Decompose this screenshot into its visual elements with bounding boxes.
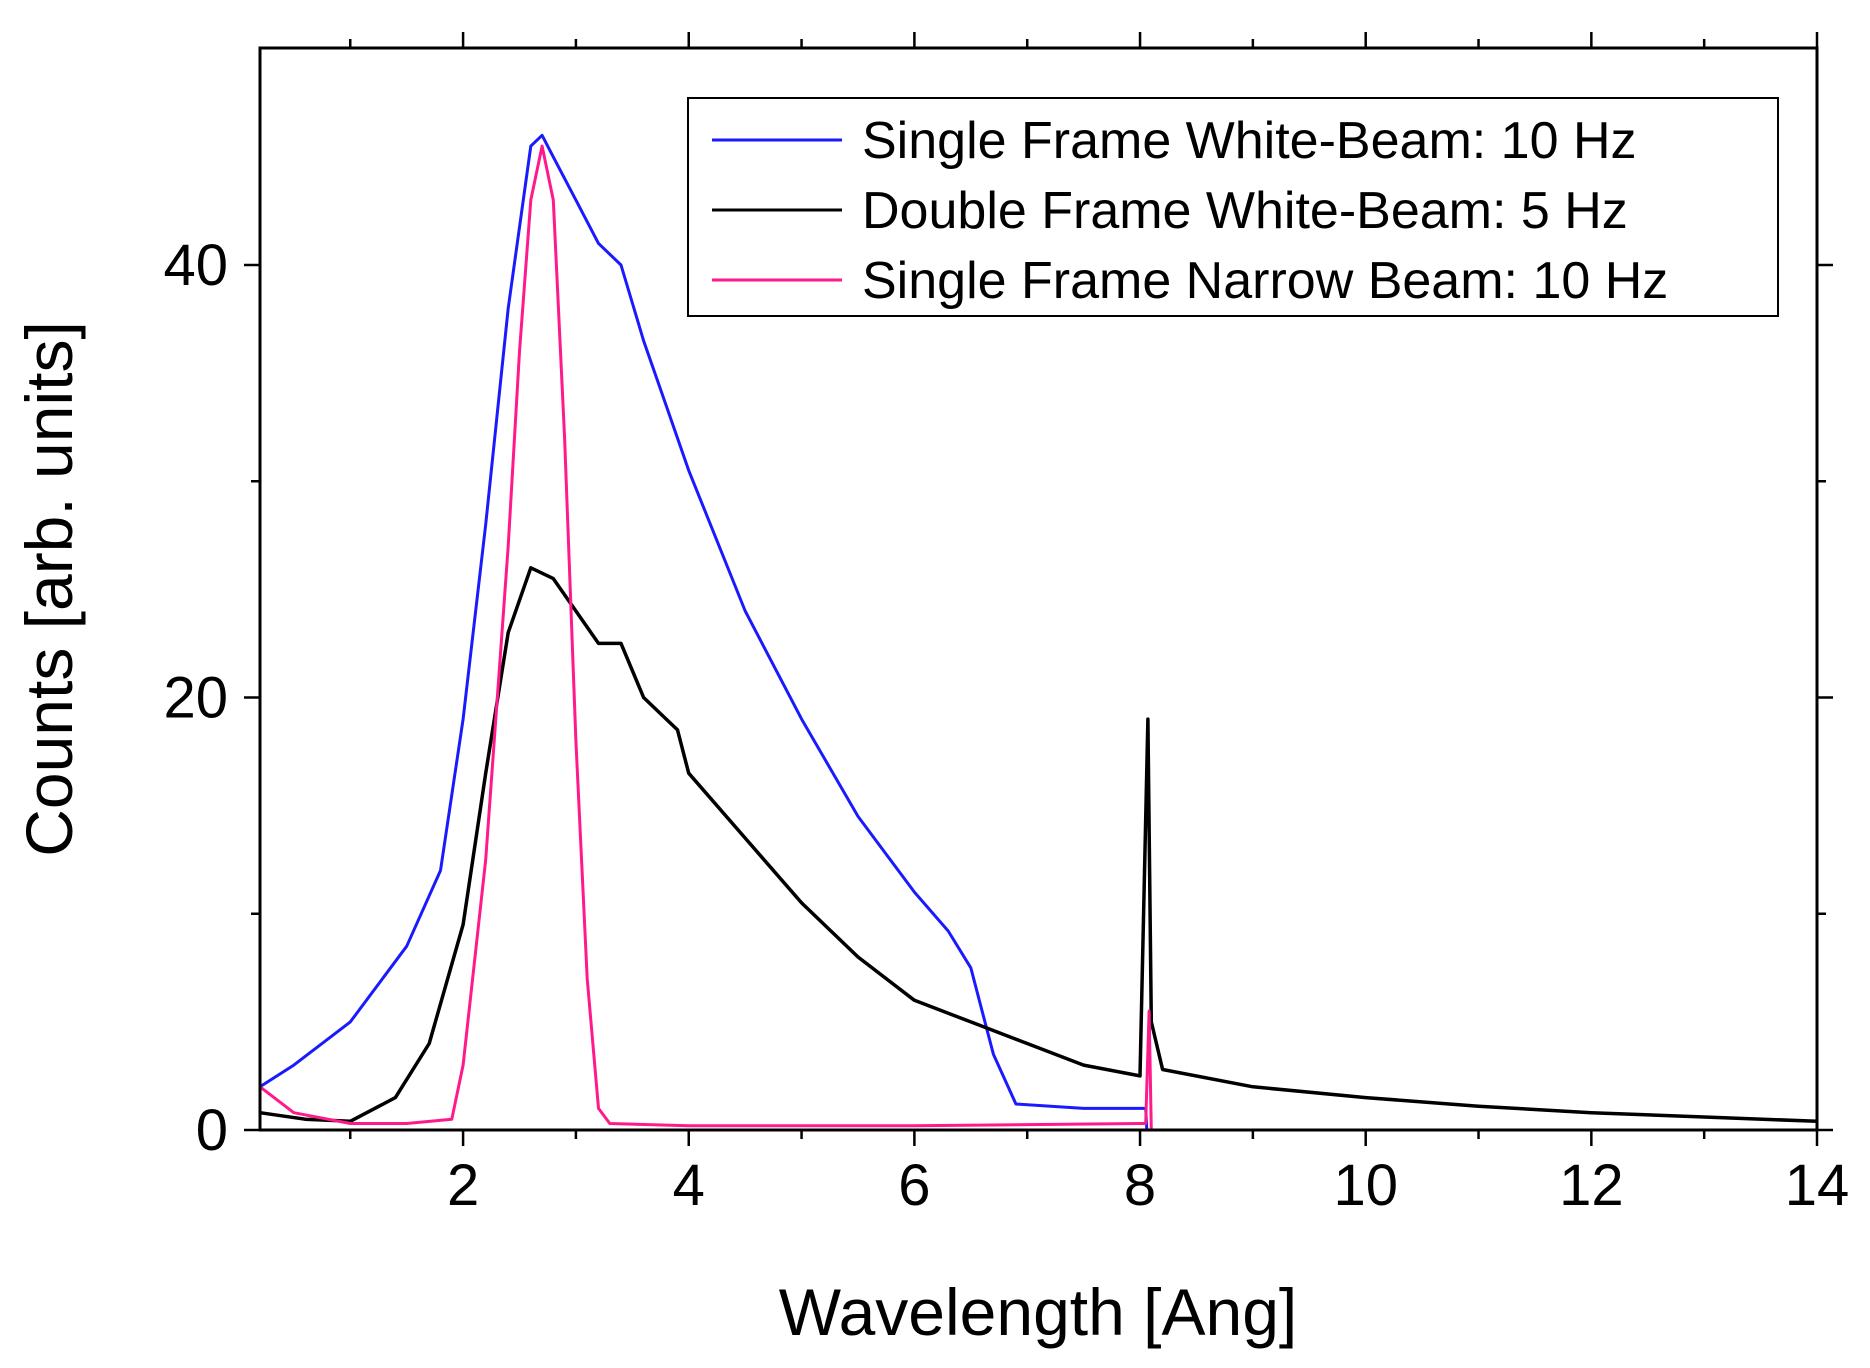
x-tick-label: 14 <box>1785 1153 1850 1218</box>
legend-box <box>687 97 1779 317</box>
series-line-single-frame-narrow-beam <box>259 144 1153 1131</box>
legend-label-single-narrow: Single Frame Narrow Beam: 10 Hz <box>862 252 1668 310</box>
legend-label-single-white: Single Frame White-Beam: 10 Hz <box>862 112 1637 170</box>
tick-layer: 2 4 6 8 10 12 14 0 20 40 <box>163 32 1849 1218</box>
legend: Single Frame White-Beam: 10 Hz Double Fr… <box>687 97 1779 317</box>
legend-label-double-white: Double Frame White-Beam: 5 Hz <box>862 182 1628 240</box>
y-tick-label: 40 <box>163 233 228 298</box>
x-tick-label: 4 <box>673 1153 705 1218</box>
x-axis-title: Wavelength [Ang] <box>779 1275 1298 1349</box>
y-axis-title: Counts [arb. units] <box>12 321 86 857</box>
series-line-single-frame-white-beam <box>259 133 1149 1131</box>
x-tick-label: 2 <box>447 1153 479 1218</box>
plot-frame <box>258 46 1819 1132</box>
y-tick-label: 20 <box>163 666 228 731</box>
x-tick-label: 8 <box>1124 1153 1156 1218</box>
y-tick-label: 0 <box>196 1098 228 1163</box>
series-layer <box>259 133 1818 1131</box>
x-tick-label: 10 <box>1333 1153 1398 1218</box>
x-tick-label: 12 <box>1559 1153 1624 1218</box>
series-line-double-frame-white-beam <box>259 566 1818 1124</box>
x-tick-label: 6 <box>898 1153 930 1218</box>
